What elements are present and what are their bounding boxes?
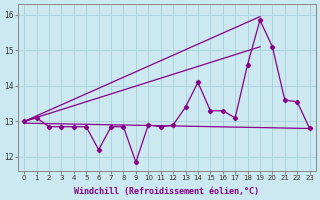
X-axis label: Windchill (Refroidissement éolien,°C): Windchill (Refroidissement éolien,°C) (74, 187, 260, 196)
